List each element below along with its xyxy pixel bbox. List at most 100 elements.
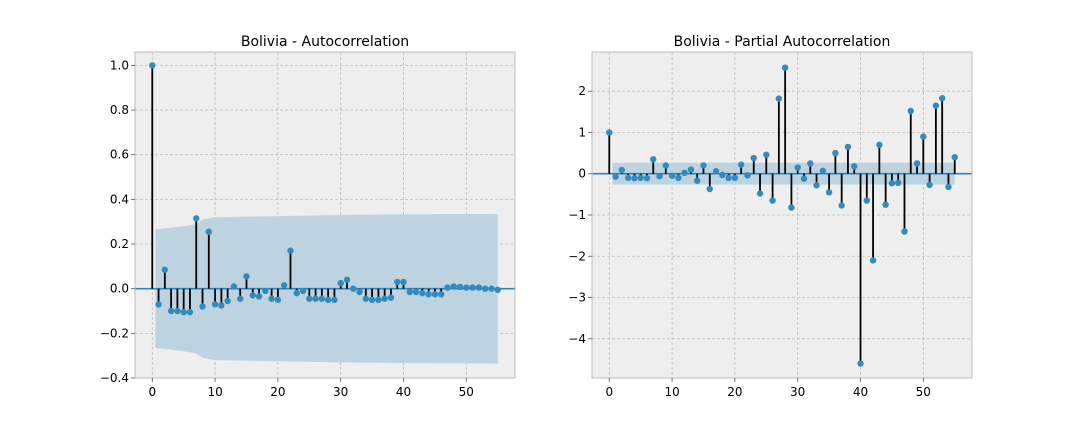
lag-point (794, 164, 801, 171)
lag-point (280, 282, 288, 289)
lag-point (237, 295, 244, 302)
lag-point (368, 296, 376, 304)
lag-point (869, 257, 877, 264)
lag-point (387, 294, 395, 301)
lag-point (932, 102, 940, 109)
lag-point (926, 181, 933, 189)
x-tick-label: 0 (605, 385, 613, 399)
lag-point (788, 204, 795, 211)
lag-point (255, 293, 263, 300)
y-tick-label: 0.6 (110, 148, 129, 162)
lag-point (419, 289, 426, 297)
lag-point (769, 197, 776, 204)
lag-point (406, 288, 413, 296)
lag-point (938, 95, 946, 102)
lag-point (681, 169, 688, 177)
lag-point (819, 167, 827, 175)
x-tick-label: 20 (270, 385, 285, 399)
lag-point (838, 202, 845, 209)
y-tick-label: −0.4 (100, 371, 129, 385)
lag-point (488, 285, 495, 292)
lag-point (901, 228, 908, 235)
lag-point (857, 360, 864, 367)
lag-point (882, 201, 889, 208)
lag-point (149, 62, 156, 69)
y-tick-label: −0.2 (100, 326, 129, 340)
x-tick-label: 20 (727, 385, 742, 399)
lag-point (481, 285, 489, 292)
lag-point (230, 283, 238, 290)
lag-point (224, 297, 231, 305)
x-tick-label: 10 (207, 385, 222, 399)
x-tick-label: 30 (790, 385, 805, 399)
lag-point (268, 295, 275, 302)
lag-point (876, 141, 883, 149)
lag-point (913, 160, 921, 167)
x-tick-label: 10 (664, 385, 679, 399)
lag-point (945, 183, 952, 191)
lag-point (643, 175, 651, 182)
lag-point (863, 197, 870, 204)
y-tick-label: 1 (578, 125, 586, 139)
y-tick-label: 2 (578, 84, 586, 98)
lag-point (750, 154, 757, 162)
lag-point (656, 173, 663, 180)
lag-point (167, 307, 175, 315)
lag-point (394, 278, 401, 286)
lag-point (851, 163, 858, 170)
lag-point (350, 285, 357, 292)
lag-point (844, 143, 852, 151)
lag-point (756, 190, 764, 197)
lag-point (694, 177, 701, 184)
lag-point (650, 156, 657, 163)
lag-point (712, 168, 720, 175)
lag-point (725, 174, 732, 182)
lag-point (687, 166, 695, 173)
lag-point (331, 296, 338, 304)
lag-point (624, 174, 632, 182)
lag-point (193, 215, 200, 222)
lag-point (662, 162, 670, 169)
lag-point (813, 182, 820, 189)
lag-point (920, 133, 927, 140)
lag-point (218, 302, 225, 309)
lag-point (744, 172, 751, 179)
lag-point (205, 228, 213, 235)
lag-point (425, 291, 432, 298)
lag-point (675, 174, 682, 182)
lag-point (807, 160, 814, 167)
lag-point (450, 283, 457, 290)
lag-point (180, 308, 187, 316)
lag-point (719, 171, 726, 179)
lag-point (249, 292, 256, 299)
lag-point (362, 295, 370, 302)
lag-point (437, 291, 445, 298)
lag-point (211, 301, 219, 308)
y-tick-label: 0.2 (110, 237, 129, 251)
lag-point (469, 284, 476, 291)
lag-point (343, 276, 351, 283)
y-tick-label: 0 (578, 167, 586, 181)
lag-point (444, 284, 451, 291)
lag-point (293, 289, 300, 297)
lag-point (894, 179, 902, 187)
lag-point (262, 287, 269, 295)
lag-point (637, 174, 644, 182)
lag-point (381, 295, 388, 302)
lag-point (155, 301, 162, 308)
y-tick-label: −4 (568, 332, 586, 346)
y-tick-label: −3 (568, 291, 586, 305)
x-tick-label: 0 (148, 385, 156, 399)
lag-point (400, 278, 407, 286)
lag-point (174, 307, 181, 315)
x-tick-label: 40 (853, 385, 868, 399)
lag-point (775, 95, 783, 102)
lag-point (274, 296, 282, 304)
x-tick-label: 30 (333, 385, 348, 399)
lag-point (306, 295, 313, 302)
lag-point (243, 273, 250, 280)
lag-point (668, 172, 676, 179)
lag-point (800, 175, 808, 182)
chart-title: Bolivia - Autocorrelation (241, 34, 409, 50)
lag-point (832, 149, 839, 157)
